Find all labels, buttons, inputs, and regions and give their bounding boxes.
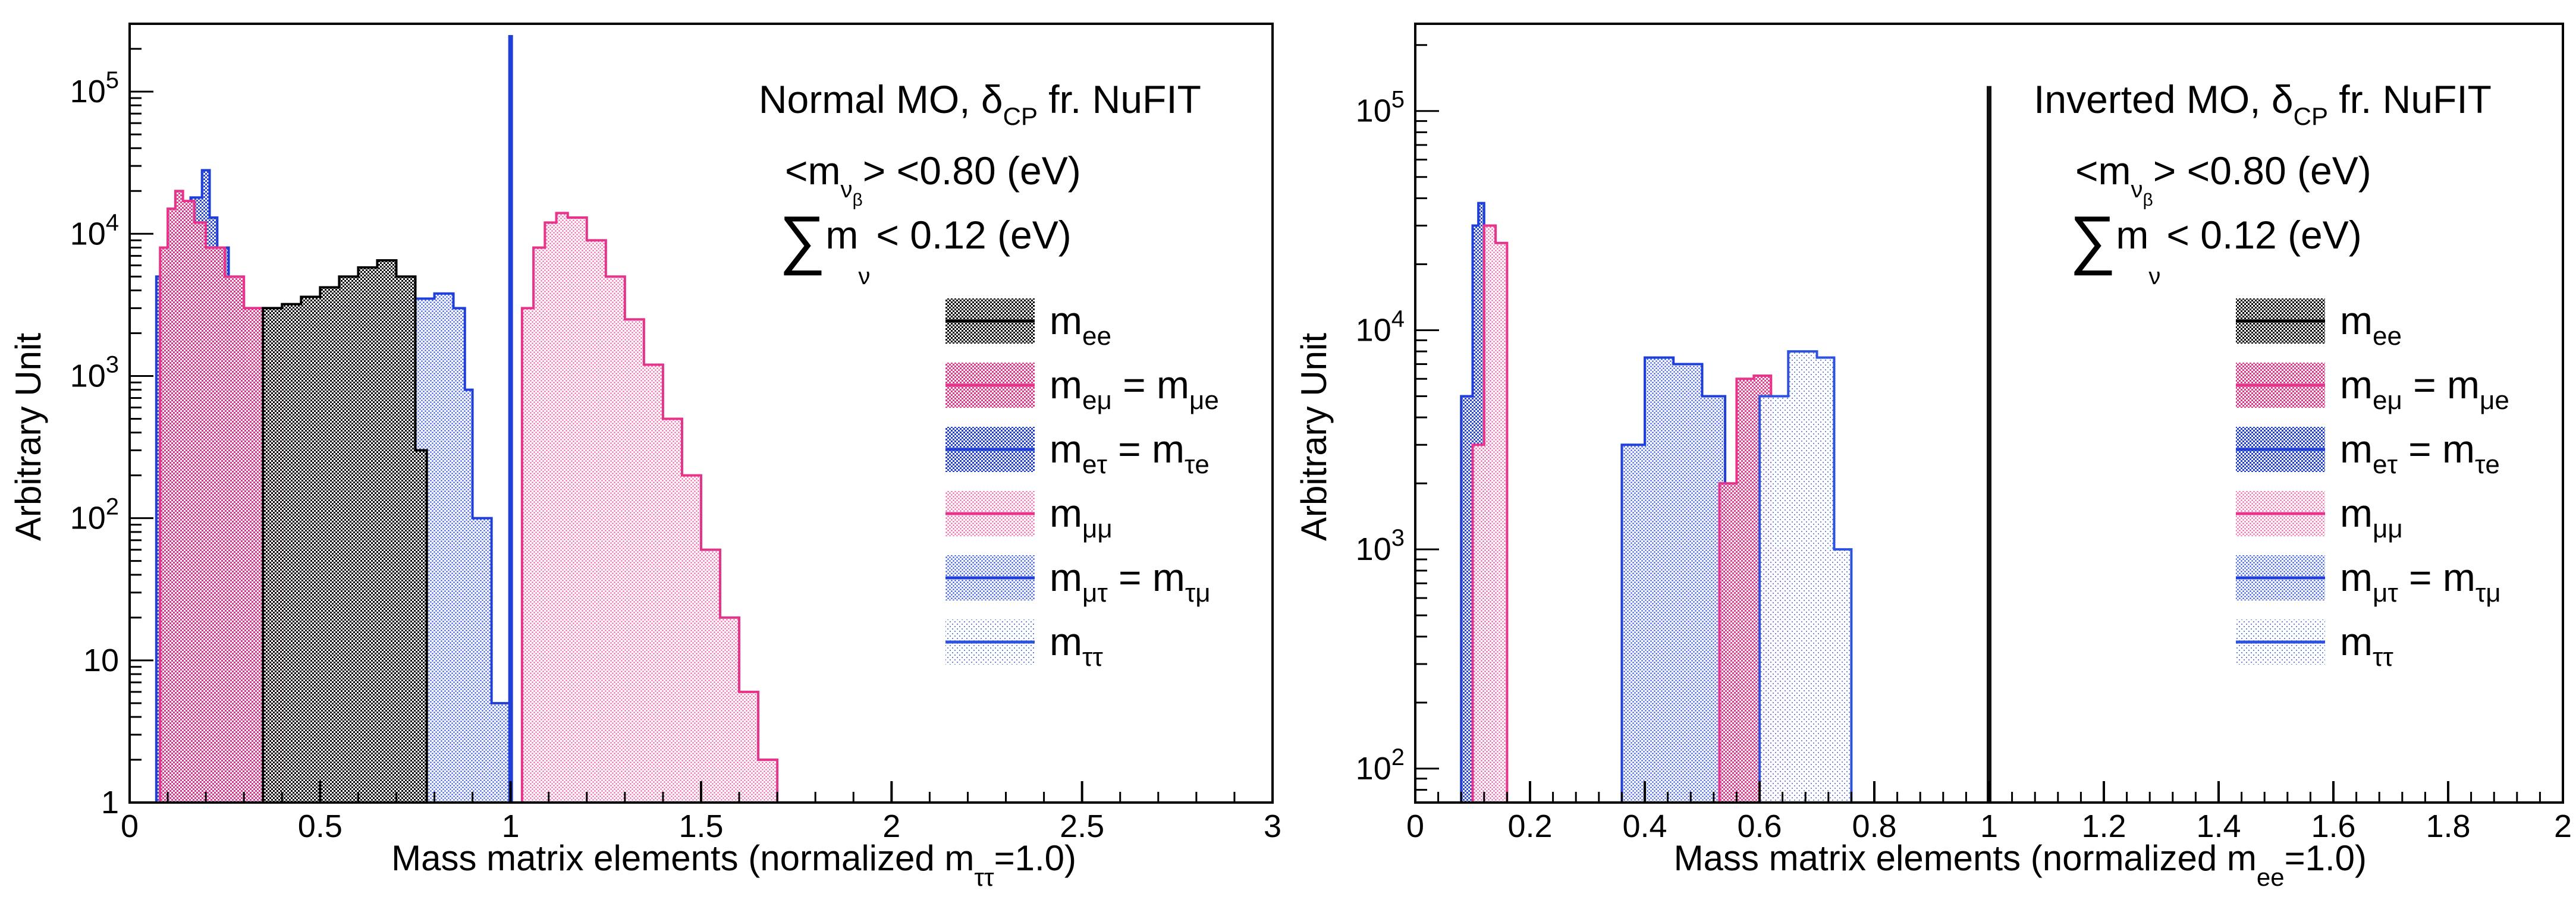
y-tick-label: 104 — [70, 209, 119, 251]
y-tick-label: 103 — [1356, 525, 1405, 567]
x-tick-label: 0.2 — [1507, 808, 1552, 844]
x-tick-label: 2 — [2554, 808, 2572, 844]
legend-label-mtt: mττ — [1050, 619, 1103, 672]
histogram-bar-mee — [1987, 86, 1991, 803]
y-tick-label: 103 — [70, 351, 119, 394]
cut-mbeta: <mνβ> <0.80 (eV) — [2075, 149, 2371, 210]
legend-label-mmt: mμτ = mτμ — [2340, 555, 2501, 608]
x-axis-title: Mass matrix elements (normalized mee=1.0… — [1674, 838, 2367, 891]
y-tick-label: 104 — [1356, 306, 1405, 348]
histogram-series-mee — [263, 260, 426, 803]
x-tick-label: 0.5 — [298, 808, 343, 844]
legend-label-met: meτ = mτe — [2340, 427, 2500, 479]
panel-title: Inverted MO, δCP fr. NuFIT — [2034, 77, 2492, 130]
legend-label-mem: meμ = mμe — [2340, 363, 2509, 415]
y-tick-label: 105 — [70, 67, 119, 109]
y-axis-title: Arbitrary Unit — [8, 333, 48, 541]
x-tick-label: 0.4 — [1622, 808, 1667, 844]
histogram-series-muu — [511, 213, 777, 803]
legend-label-mem: meμ = mμe — [1050, 363, 1219, 415]
legend-label-mtt: mττ — [2340, 619, 2393, 672]
legend-label-mmt: mμτ = mτμ — [1050, 555, 1211, 608]
y-axis-title: Arbitrary Unit — [1294, 333, 1334, 541]
y-tick-label: 1 — [101, 785, 119, 820]
legend-label-mee: mee — [1050, 298, 1111, 351]
legend-label-mee: mee — [2340, 298, 2402, 351]
y-tick-label: 105 — [1356, 87, 1405, 129]
x-tick-label: 0 — [121, 808, 139, 844]
y-tick-label: 10 — [83, 643, 119, 678]
x-axis-title: Mass matrix elements (normalized mττ=1.0… — [391, 838, 1076, 891]
y-tick-label: 102 — [1356, 744, 1405, 786]
x-tick-label: 0 — [1406, 808, 1424, 844]
legend-label-met: meτ = mτe — [1050, 427, 1210, 479]
histogram-bar-mtt — [508, 35, 513, 803]
x-tick-label: 1.8 — [2426, 808, 2470, 844]
x-tick-label: 3 — [1264, 808, 1281, 844]
legend-label-mmm: mμμ — [2340, 491, 2403, 543]
panel-title: Normal MO, δCP fr. NuFIT — [759, 77, 1201, 130]
histogram-series-mut — [1604, 358, 1736, 803]
legend-label-mmm: mμμ — [1050, 491, 1113, 543]
cut-summ: ∑mν< 0.12 (eV) — [779, 203, 1072, 290]
cut-summ: ∑mν< 0.12 (eV) — [2069, 203, 2362, 290]
y-tick-label: 102 — [70, 494, 119, 536]
cut-mbeta: <mνβ> <0.80 (eV) — [785, 149, 1081, 210]
